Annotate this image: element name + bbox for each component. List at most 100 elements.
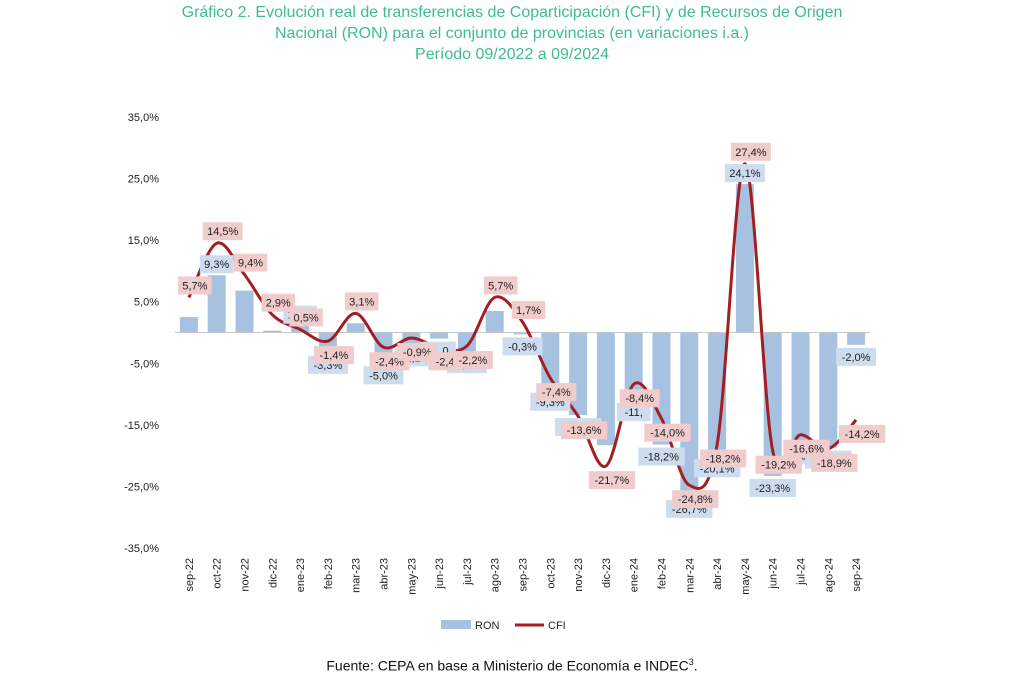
legend-ron-label: RON [475, 620, 500, 632]
x-tick-label: oct-23 [545, 558, 557, 589]
x-tick-label: may-24 [740, 558, 752, 595]
ron-data-label-bg [502, 337, 543, 356]
ron-bar [708, 332, 727, 457]
x-tick-label: feb-24 [657, 558, 669, 589]
cfi-data-label: 2,9% [261, 293, 296, 312]
cfi-data-label: 0,5% [289, 308, 323, 327]
ron-bar [513, 332, 532, 335]
ron-data-label-text: -5,0% [369, 370, 398, 382]
x-tick-label: jun-24 [768, 558, 780, 590]
x-tick-label: abr-24 [712, 558, 724, 590]
ron-data-label-bg [749, 478, 796, 497]
ron-data-label: -2,0% [836, 347, 877, 366]
cfi-data-label: -16,6% [783, 439, 830, 458]
ron-bar [791, 332, 810, 444]
x-tick-label: nov-22 [240, 558, 252, 592]
ron-bar [263, 330, 282, 333]
ron-data-label-text: -11, [625, 407, 643, 419]
cfi-data-label: 1,7% [511, 301, 546, 320]
cfi-data-label: -13,6% [560, 421, 608, 440]
cfi-data-label-text: 27,4% [735, 147, 766, 159]
ron-bar [430, 332, 449, 339]
x-tick-label: dic-23 [601, 558, 613, 588]
x-tick-label: may-23 [406, 558, 418, 595]
x-tick-label: jul-23 [462, 558, 474, 586]
cfi-data-label: 5,7% [483, 276, 518, 295]
ron-data-label-text: -2,0% [842, 352, 871, 364]
cfi-data-label: 3,1% [344, 292, 379, 311]
cfi-data-label-text: 3,1% [349, 296, 374, 308]
ron-data-label: 9,3% [199, 255, 234, 274]
cfi-data-label-bg [588, 471, 636, 490]
cfi-data-label: -14,0% [644, 423, 691, 442]
cfi-data-label-bg [730, 142, 771, 161]
ron-data-label-text: 9,3% [204, 259, 229, 271]
x-tick-label: mar-24 [684, 558, 696, 593]
ron-bar [847, 332, 866, 345]
cfi-data-label-text: -0,9% [403, 347, 432, 359]
cfi-data-label-text: -18,2% [706, 454, 741, 466]
ron-bar [485, 310, 504, 333]
ron-data-label-bg [616, 403, 651, 422]
ron-data-label: -18,2% [638, 447, 685, 466]
ron-data-label-bg [638, 447, 685, 466]
cfi-data-label-bg [755, 455, 802, 474]
x-tick-label: ene-23 [295, 558, 307, 592]
x-tick-label: feb-23 [323, 558, 335, 589]
x-tick-label: sep-24 [851, 558, 863, 592]
ron-bar [235, 290, 254, 333]
cfi-data-label-text: -16,6% [789, 444, 824, 456]
source-footnote: 3 [688, 657, 694, 667]
cfi-data-label-text: -2,4 [436, 356, 455, 368]
cfi-data-label-text: -19,2% [761, 460, 796, 472]
cfi-data-label: -21,7% [588, 471, 636, 490]
y-tick-label: -25,0% [124, 481, 159, 493]
cfi-data-label-text: 9,4% [238, 258, 263, 270]
ron-data-label-text: 24,1% [729, 168, 760, 180]
cfi-data-label-bg [289, 308, 323, 327]
ron-data-label: -5,0% [363, 366, 404, 385]
cfi-data-label-bg [397, 343, 438, 362]
ron-bar [652, 332, 671, 445]
cfi-data-label: -24,8% [672, 490, 719, 509]
x-tick-label: jun-23 [434, 558, 446, 590]
title-line-2: Nacional (RON) para el conjunto de provi… [275, 25, 749, 42]
cfi-data-label-bg [178, 276, 212, 295]
cfi-data-label-text: -2,4% [375, 356, 404, 368]
ron-data-label-bg [836, 347, 877, 366]
cfi-data-label-bg [344, 292, 379, 311]
ron-bar [207, 275, 226, 333]
ron-bar [179, 317, 198, 333]
cfi-data-label-bg [261, 293, 296, 312]
cfi-data-label-bg [644, 423, 691, 442]
y-tick-label: 35,0% [128, 112, 159, 124]
cfi-data-label-text: -18,9% [817, 458, 852, 470]
x-tick-label: dic-22 [267, 558, 279, 588]
ron-bar [763, 332, 782, 476]
ron-bar [569, 332, 588, 416]
cfi-data-label-bg [838, 424, 886, 443]
ron-data-label: -0,3% [502, 337, 543, 356]
legend-cfi-label: CFI [548, 620, 566, 632]
cfi-data-label-text: -14,0% [650, 428, 685, 440]
cfi-data-label-text: 0,5% [294, 312, 319, 324]
cfi-data-label-text: -21,7% [594, 475, 629, 487]
x-tick-label: sep-23 [518, 558, 530, 592]
ron-data-label-bg [363, 366, 404, 385]
cfi-data-label-bg [313, 346, 354, 365]
y-tick-label: 15,0% [128, 235, 159, 247]
ron-bar [346, 323, 365, 333]
chart-title: Gráfico 2. Evolución real de transferenc… [0, 2, 1024, 65]
x-tick-label: mar-23 [351, 558, 363, 593]
cfi-data-label: -0,9% [397, 343, 438, 362]
x-tick-label: nov-23 [573, 558, 585, 592]
cfi-data-label: -1,4% [313, 346, 354, 365]
ron-bar [596, 332, 615, 446]
cfi-data-label-text: 5,7% [488, 280, 513, 292]
cfi-data-label-bg [536, 383, 577, 402]
y-tick-label: -35,0% [124, 543, 159, 555]
cfi-data-label: -14,2% [838, 424, 886, 443]
cfi-data-label-bg [783, 439, 830, 458]
x-tick-label: oct-22 [212, 558, 224, 589]
cfi-data-label-text: 5,7% [182, 280, 207, 292]
